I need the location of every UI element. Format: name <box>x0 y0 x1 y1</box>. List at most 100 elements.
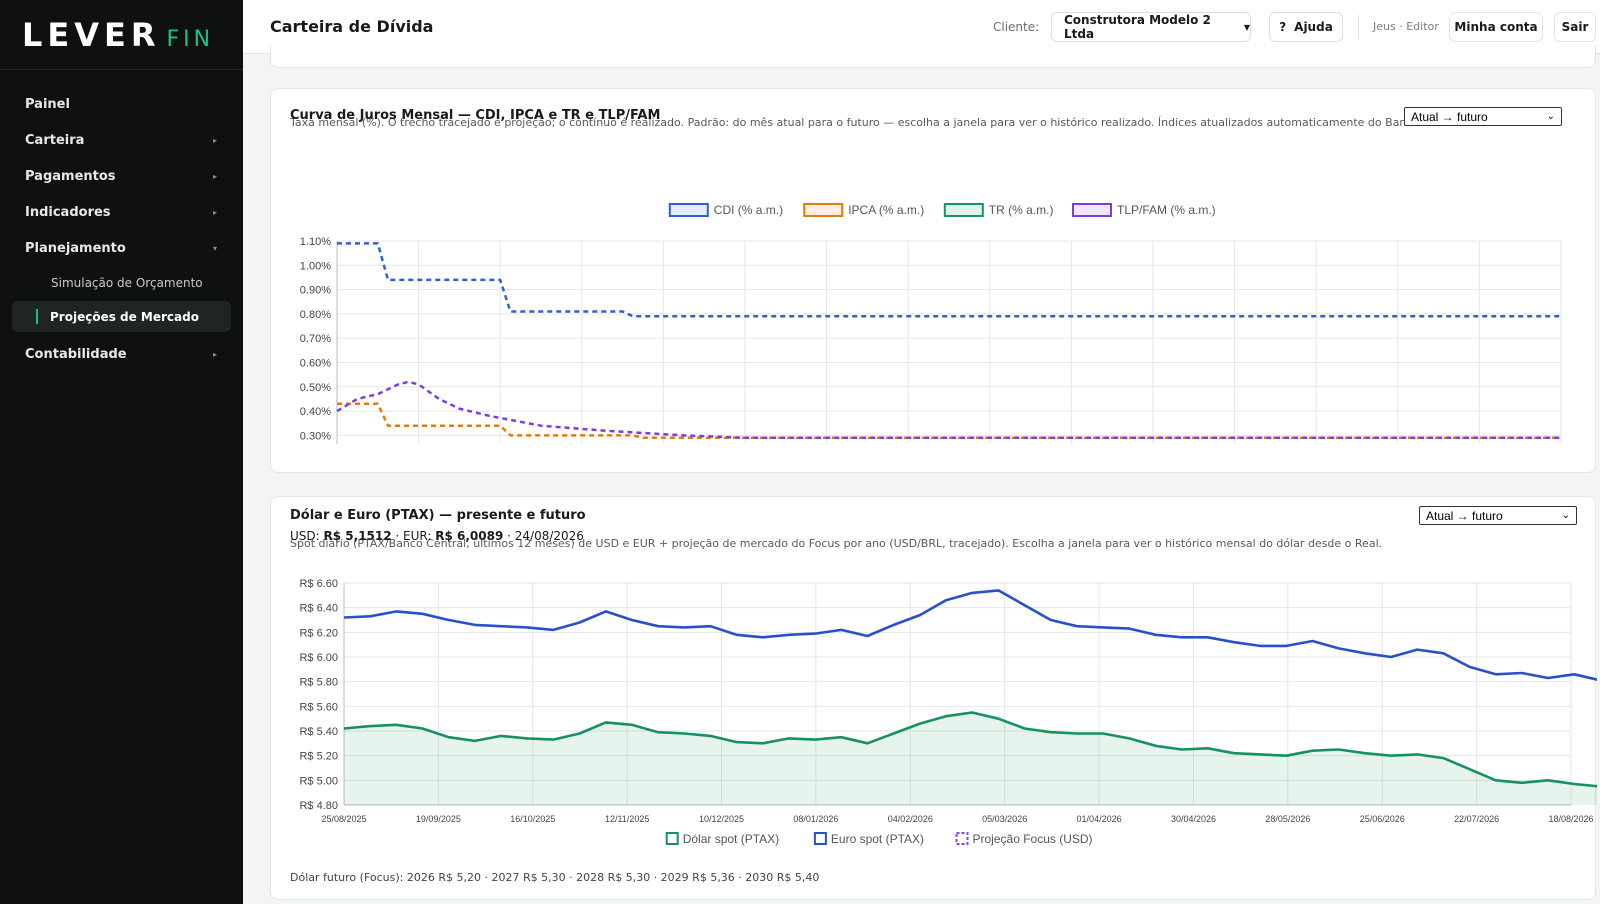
y-tick-label: R$ 5.60 <box>299 701 338 713</box>
caret-down-icon: ▼ <box>1243 22 1250 32</box>
legend-label: Euro spot (PTAX) <box>831 832 924 846</box>
chevron-down-icon: ⌄ <box>1546 111 1555 122</box>
window-select-value: Atual → futuro <box>1411 109 1488 124</box>
y-tick-label: 0.90% <box>300 285 331 297</box>
y-tick-label: R$ 6.00 <box>299 652 338 664</box>
legend-swatch-proje-o-focus-usd <box>955 832 969 845</box>
fx-card: Dólar e Euro (PTAX) — presente e futuro … <box>270 496 1597 900</box>
question-icon: ? <box>1279 20 1287 34</box>
chevron-right-icon: ▸ <box>212 349 217 359</box>
legend-label: CDI (% a.m.) <box>714 203 783 217</box>
usd-value: R$ 5,1512 <box>323 529 392 543</box>
legend-label: TLP/FAM (% a.m.) <box>1117 203 1216 217</box>
legend-label: Dólar spot (PTAX) <box>683 832 779 846</box>
sidebar-nav: Painel Carteira ▸ Pagamentos ▸ Indicador… <box>0 70 243 372</box>
y-tick-label: R$ 6.40 <box>299 603 338 615</box>
x-tick-label: 28/05/2026 <box>1265 814 1310 824</box>
legend-label: IPCA (% a.m.) <box>848 203 924 217</box>
x-tick-label: 22/07/2026 <box>1454 814 1499 824</box>
x-tick-label: 08/01/2026 <box>793 814 838 824</box>
sidebar-item-label: Planejamento <box>25 240 126 256</box>
y-tick-label: R$ 5.80 <box>299 677 338 689</box>
card-subtitle: Spot diário (PTAX/Banco Central, últimos… <box>290 537 1383 550</box>
chevron-right-icon: ▸ <box>212 171 217 181</box>
y-tick-label: 1.00% <box>300 260 331 272</box>
sidebar-item-label: Pagamentos <box>25 168 116 184</box>
x-tick-label: 12/11/2025 <box>605 814 649 824</box>
logout-button[interactable]: Sair <box>1554 12 1596 42</box>
client-label: Cliente: <box>993 20 1040 34</box>
brand-name: LEVER <box>22 15 161 54</box>
sidebar-item-label: Painel <box>25 96 70 112</box>
series-line-ipca-a-m <box>337 402 1561 440</box>
quote-date: · 24/08/2026 <box>503 529 584 543</box>
fx-quote: USD: R$ 5,1512 · EUR: R$ 6,0089 · 24/08/… <box>290 529 584 543</box>
x-tick-label: 10/12/2025 <box>699 814 744 824</box>
series-line-cdi-a-m <box>337 242 1561 318</box>
x-tick-label: 16/10/2025 <box>510 814 555 824</box>
window-select[interactable]: Atual → futuro ⌄ <box>1419 506 1577 525</box>
series-line-d-lar-spot-ptax <box>343 711 1597 788</box>
sidebar-item-painel[interactable]: Painel <box>0 86 243 122</box>
help-button[interactable]: ? Ajuda <box>1269 12 1343 42</box>
legend-swatch-euro-spot-ptax <box>813 832 827 845</box>
sidebar-item-planejamento[interactable]: Planejamento ▾ <box>0 230 243 266</box>
x-tick-label: 04/02/2026 <box>888 814 933 824</box>
fx-chart: R$ 4.80 R$ 5.00 R$ 5.20 R$ 5.40 R$ 5.60 R$ 5.… <box>299 578 1597 846</box>
y-tick-label: 0.80% <box>300 309 331 321</box>
sidebar-subitem-label: Projeções de Mercado <box>50 309 199 324</box>
usd-area-fill <box>344 712 1597 805</box>
sidebar-item-contabilidade[interactable]: Contabilidade ▸ <box>0 336 243 372</box>
chevron-down-icon: ⌄ <box>1561 510 1570 521</box>
y-tick-label: R$ 5.40 <box>299 726 338 738</box>
brand-logo[interactable]: LEVER FIN <box>0 0 243 70</box>
window-select[interactable]: Atual → futuro ⌄ <box>1404 107 1562 126</box>
x-tick-label: 05/03/2026 <box>982 814 1027 824</box>
card-subtitle: Taxa mensal (%). O trecho tracejado é pr… <box>290 116 1467 129</box>
x-tick-label: 25/08/2025 <box>321 814 366 824</box>
chevron-right-icon: ▸ <box>212 135 217 145</box>
sidebar-item-label: Indicadores <box>25 204 111 220</box>
y-tick-label: R$ 5.20 <box>299 751 338 763</box>
series-line-euro-spot-ptax <box>343 589 1597 681</box>
quote-separator: · EUR: <box>391 529 436 543</box>
sidebar-item-carteira[interactable]: Carteira ▸ <box>0 122 243 158</box>
y-tick-label: R$ 5.00 <box>299 775 338 787</box>
client-select[interactable]: Construtora Modelo 2 Ltda ▼ <box>1051 12 1251 42</box>
series-line-tlp-fam-a-m <box>336 380 1561 440</box>
window-select-value: Atual → futuro <box>1426 508 1503 523</box>
previous-card <box>270 44 1596 68</box>
brand-suffix: FIN <box>166 27 215 52</box>
my-account-button[interactable]: Minha conta <box>1449 12 1543 42</box>
card-title: Dólar e Euro (PTAX) — presente e futuro <box>290 508 586 523</box>
client-select-value: Construtora Modelo 2 Ltda <box>1064 13 1211 41</box>
x-tick-label: 01/04/2026 <box>1077 814 1122 824</box>
sidebar-item-label: Carteira <box>25 132 85 148</box>
interest-curve-card: Taxa mensal (%). O trecho tracejado é pr… <box>270 88 1596 473</box>
x-tick-label: 25/06/2026 <box>1360 814 1405 824</box>
sidebar-item-indicadores[interactable]: Indicadores ▸ <box>0 194 243 230</box>
y-tick-label: 0.60% <box>300 358 331 370</box>
y-tick-label: 0.50% <box>300 382 331 394</box>
y-tick-label: R$ 4.80 <box>299 800 338 812</box>
legend-swatch-tlp-fam-a-m <box>1072 203 1112 217</box>
y-tick-label: 0.70% <box>300 333 331 345</box>
sidebar-item-label: Contabilidade <box>25 346 127 362</box>
y-tick-label: R$ 6.60 <box>299 578 338 590</box>
eur-value: R$ 6,0089 <box>435 529 504 543</box>
help-button-label: Ajuda <box>1294 20 1333 34</box>
sidebar-subitem-simulacao-orcamento[interactable]: Simulação de Orçamento <box>0 266 243 299</box>
y-tick-label: 0.30% <box>300 430 331 442</box>
header-divider <box>1358 15 1359 39</box>
sidebar-subitem-projecoes-mercado[interactable]: Projeções de Mercado <box>12 301 231 332</box>
legend-label: Projeção Focus (USD) <box>973 832 1093 846</box>
y-tick-label: 1.10% <box>300 236 331 248</box>
sidebar-item-pagamentos[interactable]: Pagamentos ▸ <box>0 158 243 194</box>
page-title: Carteira de Dívida <box>270 17 434 36</box>
legend-label: TR (% a.m.) <box>989 203 1054 217</box>
x-tick-label: 19/09/2025 <box>416 814 461 824</box>
usd-label: USD: <box>290 529 320 543</box>
user-role-label: Jeus · Editor <box>1373 20 1439 33</box>
sidebar-subitem-label: Simulação de Orçamento <box>51 275 203 290</box>
legend-swatch-d-lar-spot-ptax <box>665 832 679 845</box>
